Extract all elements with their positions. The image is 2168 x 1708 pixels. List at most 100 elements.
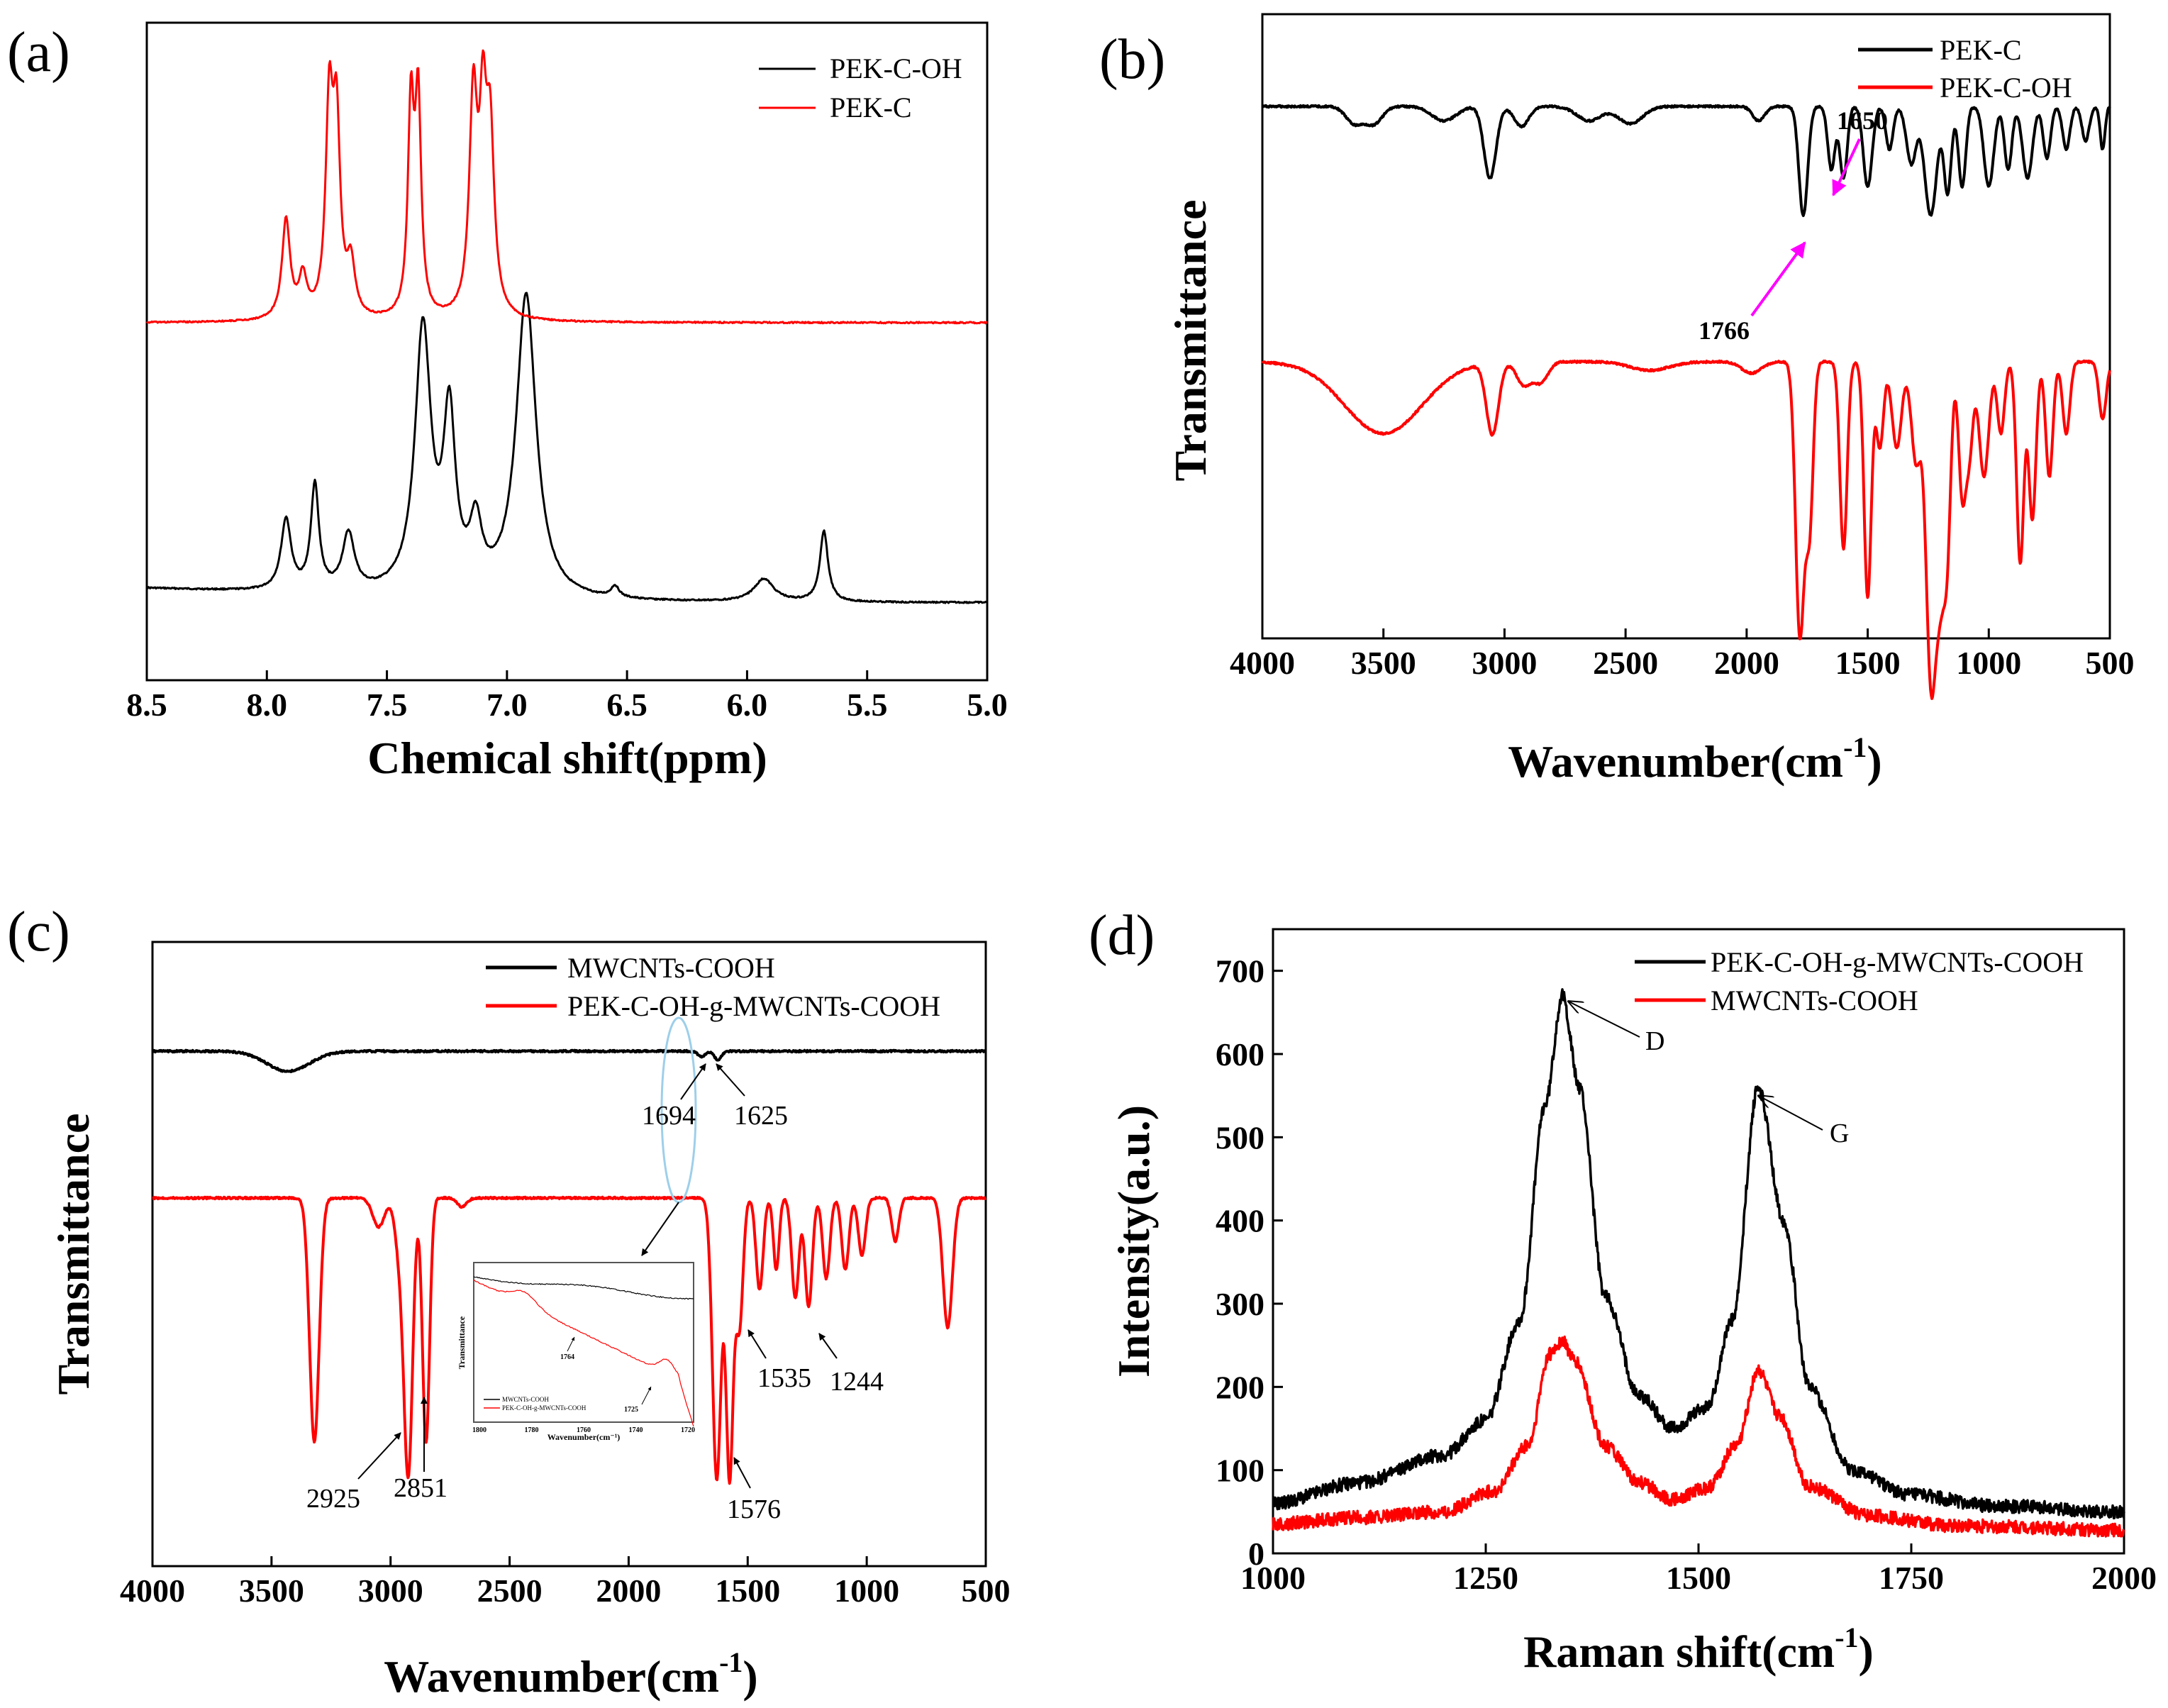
- annotation-g-band: G: [1830, 1119, 1849, 1148]
- x-tick-label: 500: [2086, 645, 2135, 681]
- inset-ylabel: Transmittance: [457, 1316, 467, 1369]
- legend-label-pek-c-oh: PEK-C-OH: [830, 52, 962, 84]
- inset-arrow-1725: [641, 1386, 652, 1405]
- x-tick-label: 4000: [1230, 645, 1295, 681]
- legend-label-grafted: PEK-C-OH-g-MWCNTs-COOH: [1711, 946, 2084, 978]
- panel-a-letter: (a): [7, 21, 70, 84]
- panel-c-letter: (c): [7, 901, 70, 963]
- panel-a-legend: PEK-C-OH PEK-C: [759, 52, 962, 123]
- legend-label-pek-c: PEK-C: [1940, 34, 2022, 66]
- inset-legend-label-grafted: PEK-C-OH-g-MWCNTs-COOH: [502, 1404, 587, 1412]
- panel-d-frame: [1272, 928, 2125, 1555]
- x-tick-label: 1500: [1835, 645, 1901, 681]
- legend-label-pek-c: PEK-C: [830, 92, 912, 123]
- x-tick-label: 1250: [1453, 1560, 1518, 1596]
- x-tick-label: 3500: [239, 1573, 304, 1609]
- panel-d-ticks: 1000 1250 1500 1750 2000 0 100 200 300 400 500 600 7…: [1216, 953, 2157, 1596]
- annotation-1244: 1244: [830, 1367, 884, 1397]
- y-tick-label: 500: [1216, 1119, 1264, 1155]
- legend-label-pek-c-oh: PEK-C-OH: [1940, 72, 2072, 104]
- x-tick-label: 7.0: [487, 687, 528, 723]
- panel-a-series: [145, 49, 989, 604]
- arrow-1244: [818, 1333, 838, 1359]
- panel-c-xlabel: Wavenumber(cm-1): [384, 1646, 757, 1702]
- panel-d-letter: (d): [1089, 904, 1155, 967]
- panel-b: (b) 4000 3500 3000 2500 2000 1500 1000 500 Wave…: [1099, 13, 2135, 787]
- x-tick-label: 4000: [120, 1573, 185, 1609]
- legend-label-mwcnts-cooh: MWCNTs-COOH: [1711, 985, 1918, 1016]
- inset-annotation-1725: 1725: [624, 1406, 638, 1414]
- x-tick-label: 2000: [1714, 645, 1779, 681]
- inset-arrow-1764: [567, 1336, 575, 1352]
- x-tick-label: 500: [962, 1573, 1011, 1609]
- panel-c-x-ticks: 4000 3500 3000 2500 2000 1500 1000 500: [120, 1556, 1011, 1609]
- annotation-1576: 1576: [727, 1494, 781, 1524]
- inset-series-grafted: [473, 1279, 694, 1427]
- arrow-2925: [357, 1432, 401, 1480]
- panel-c-frame: [151, 941, 987, 1568]
- annotation-1625: 1625: [734, 1101, 788, 1131]
- annotation-1650: 1650: [1837, 106, 1888, 135]
- panel-c-legend: MWCNTs-COOH PEK-C-OH-g-MWCNTs-COOH: [486, 952, 940, 1022]
- arrow-g-band: [1759, 1096, 1823, 1131]
- panel-a: (a) 8.5 8.0 7.5 7.0 6.5 6.0 5.5 5.0 Chemical sh…: [7, 21, 1008, 783]
- panel-a-xlabel: Chemical shift(ppm): [367, 733, 767, 783]
- arrow-1694: [680, 1063, 706, 1100]
- panel-c-series: [151, 1048, 987, 1485]
- x-tick-label: 1750: [1879, 1560, 1944, 1596]
- arrow-1535: [747, 1329, 767, 1359]
- y-tick-label: 300: [1216, 1286, 1264, 1322]
- y-tick-label: 100: [1216, 1453, 1264, 1489]
- x-tick-label: 1000: [1956, 645, 2021, 681]
- inset-x-tick-label: 1720: [681, 1426, 695, 1434]
- x-tick-label: 5.5: [847, 687, 888, 723]
- inset-series: [473, 1276, 694, 1427]
- panel-c-ylabel: Transmittance: [48, 1114, 99, 1395]
- y-tick-label: 200: [1216, 1369, 1264, 1405]
- x-tick-label: 3500: [1351, 645, 1416, 681]
- x-tick-label: 6.0: [727, 687, 768, 723]
- x-tick-label: 2500: [1593, 645, 1658, 681]
- panel-b-ylabel: Transmittance: [1165, 200, 1216, 482]
- panel-b-xlabel: Wavenumber(cm-1): [1508, 731, 1881, 787]
- inset-x-tick-label: 1780: [525, 1426, 539, 1434]
- annotation-2925: 2925: [306, 1484, 360, 1514]
- panel-d-legend: PEK-C-OH-g-MWCNTs-COOH MWCNTs-COOH: [1635, 946, 2084, 1016]
- y-tick-label: 400: [1216, 1203, 1264, 1239]
- x-tick-label: 2500: [477, 1573, 543, 1609]
- x-tick-label: 1000: [1240, 1560, 1306, 1596]
- panel-c: (c) 4000 3500 3000 2500 2000 1500 1000 500 Wave…: [7, 901, 1011, 1702]
- x-tick-label: 1500: [715, 1573, 780, 1609]
- arrow-1576: [733, 1457, 751, 1489]
- x-tick-label: 7.5: [367, 687, 408, 723]
- series-pek-c-oh-g-mwcnts-cooh: [1272, 988, 2125, 1520]
- annotation-d-band: D: [1645, 1026, 1664, 1056]
- inset-x-tick-label: 1740: [629, 1426, 643, 1434]
- series-pek-c-oh: [1261, 359, 2111, 700]
- panel-d-series: [1272, 988, 2125, 1538]
- series-pek-c-oh-g-mwcnts-cooh: [152, 1195, 987, 1485]
- arrow-1766: [1750, 241, 1806, 317]
- x-tick-label: 5.0: [967, 687, 1008, 723]
- inset-frame: [473, 1262, 694, 1423]
- series-pek-c: [145, 49, 988, 325]
- x-tick-label: 6.5: [606, 687, 647, 723]
- x-tick-label: 8.5: [126, 687, 167, 723]
- arrow-1625: [716, 1063, 745, 1097]
- x-tick-label: 1000: [834, 1573, 899, 1609]
- x-tick-label: 2000: [2091, 1560, 2157, 1596]
- annotation-1766: 1766: [1699, 316, 1750, 345]
- annotation-2851: 2851: [394, 1473, 448, 1503]
- inset-annotation-1764: 1764: [560, 1353, 574, 1361]
- annotation-1535: 1535: [757, 1363, 811, 1393]
- inset-xlabel: Wavenumber(cm⁻¹): [547, 1432, 621, 1442]
- legend-label-mwcnts-cooh: MWCNTs-COOH: [567, 952, 775, 984]
- inset-x-tick-label: 1760: [577, 1426, 591, 1434]
- inset-x-ticks: 1800 1780 1760 1740 1720: [472, 1426, 695, 1434]
- panel-d-xlabel: Raman shift(cm-1): [1523, 1621, 1874, 1677]
- panel-b-series: [1261, 104, 2111, 700]
- series-pek-c-oh: [146, 292, 989, 604]
- x-tick-label: 3000: [1472, 645, 1537, 681]
- legend-label-grafted: PEK-C-OH-g-MWCNTs-COOH: [567, 990, 940, 1022]
